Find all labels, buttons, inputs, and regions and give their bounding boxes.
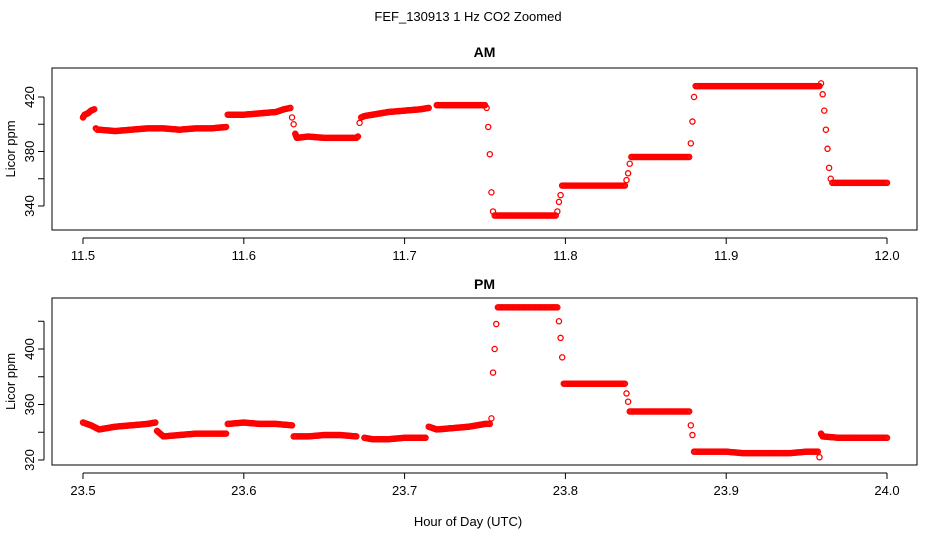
y-axis-label: Licor ppm — [3, 353, 18, 410]
x-tick-label: 11.9 — [714, 248, 738, 263]
y-tick-label: 320 — [22, 449, 37, 471]
data-point — [290, 121, 297, 128]
data-point — [883, 434, 891, 442]
data-point — [685, 153, 693, 161]
x-tick-label: 11.5 — [71, 248, 95, 263]
data-point — [623, 176, 630, 184]
x-tick-label: 12.0 — [874, 248, 899, 263]
data-point — [555, 317, 563, 325]
data-point — [821, 107, 828, 114]
data-point — [687, 140, 695, 147]
data-point — [484, 123, 492, 131]
x-tick-label: 11.8 — [553, 248, 577, 263]
x-tick-label: 23.7 — [392, 483, 417, 498]
data-point — [222, 430, 230, 437]
data-point — [689, 118, 696, 125]
data-point — [486, 420, 494, 428]
x-tick-label: 11.7 — [392, 248, 416, 263]
data-point — [822, 126, 830, 133]
plot-frame — [51, 67, 918, 231]
data-point — [287, 104, 294, 112]
data-point — [621, 380, 629, 387]
data-point — [689, 431, 696, 439]
data-point — [288, 114, 296, 121]
y-tick-label: 380 — [22, 141, 37, 163]
y-tick-label: 340 — [22, 195, 37, 217]
data-point — [817, 80, 825, 87]
data-point — [816, 453, 823, 461]
y-tick-label: 400 — [22, 338, 37, 360]
data-point — [91, 106, 98, 113]
data-point — [623, 390, 630, 397]
data-point — [819, 91, 826, 98]
y-axis-label: Licor ppm — [3, 120, 18, 177]
data-point — [824, 145, 831, 153]
data-point — [288, 422, 296, 429]
figure-title: FEF_130913 1 Hz CO2 Zoomed — [374, 9, 562, 24]
data-point — [488, 415, 495, 422]
y-tick-label: 360 — [22, 394, 37, 416]
data-point — [554, 208, 561, 215]
data-point — [555, 198, 563, 206]
data-point — [883, 179, 891, 187]
data-point — [624, 170, 632, 177]
data-point — [483, 104, 490, 112]
data-point — [554, 304, 561, 311]
x-axis-label: Hour of Day (UTC) — [413, 514, 523, 529]
data-point — [425, 104, 432, 112]
panel-title: PM — [474, 276, 495, 292]
data-point — [222, 123, 230, 131]
plot-frame — [51, 297, 918, 466]
x-tick-label: 23.8 — [553, 483, 578, 498]
data-point — [624, 398, 632, 405]
data-point — [685, 408, 693, 415]
y-tick-label: 420 — [22, 86, 37, 108]
data-point — [488, 189, 495, 196]
data-point — [621, 182, 629, 189]
panel-am: AM 11.5 11.6 11.7 11.8 11.9 12.0 340 380 420 Licor… — [3, 44, 918, 263]
x-tick-label: 24.0 — [874, 483, 899, 498]
data-point — [558, 354, 566, 361]
data-point — [422, 434, 429, 442]
data-point — [687, 422, 695, 429]
data-points — [79, 80, 891, 219]
data-points — [79, 304, 891, 461]
x-tick-label: 23.5 — [70, 483, 95, 498]
data-point — [825, 164, 833, 172]
x-tick-label: 11.6 — [232, 248, 256, 263]
data-point — [354, 133, 362, 140]
data-point — [353, 433, 360, 440]
data-point — [491, 345, 498, 353]
x-tick-label: 23.9 — [714, 483, 739, 498]
x-tick-label: 23.6 — [231, 483, 256, 498]
data-point — [814, 448, 822, 455]
data-point — [557, 191, 564, 199]
data-point — [626, 160, 633, 168]
data-point — [152, 419, 159, 426]
data-point — [690, 93, 698, 101]
panel-pm: PM 23.5 23.6 23.7 23.8 23.9 24.0 320 360 400 Licor… — [3, 276, 918, 498]
data-point — [486, 150, 494, 158]
data-point — [356, 119, 363, 127]
data-point — [489, 369, 497, 376]
panel-title: AM — [474, 44, 496, 60]
data-point — [493, 320, 500, 328]
data-point — [557, 334, 564, 342]
